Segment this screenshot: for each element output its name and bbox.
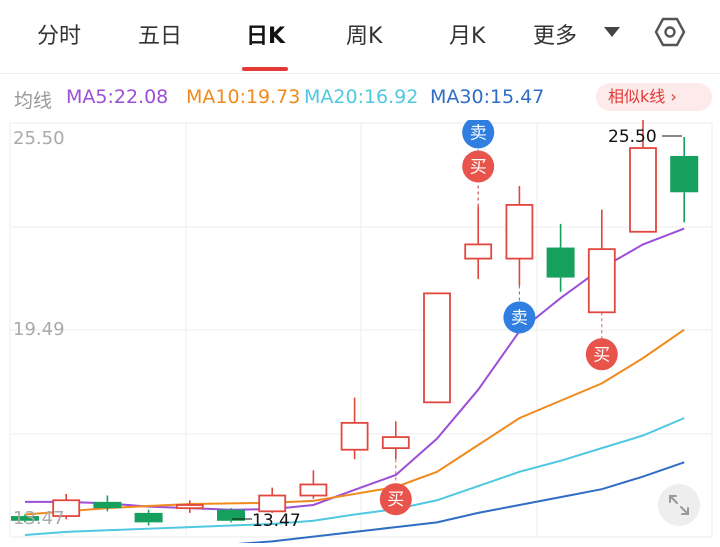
hexagon-settings-icon[interactable] (654, 16, 686, 48)
signal-buy-marker (462, 150, 495, 183)
min-price-label: 13.47 (252, 511, 301, 531)
ma-legend: 均线 MA5:22.08 MA10:19.73 MA20:16.92 MA30:… (0, 84, 720, 112)
candle-body (381, 436, 410, 450)
ma-line-ma10 (24, 328, 685, 516)
tab-five-day[interactable]: 五日 (138, 24, 183, 49)
ma-line-ma5 (25, 227, 685, 511)
period-tabs: 分时 五日 日K 周K 月K 更多 (0, 0, 720, 71)
candle-body (175, 504, 204, 510)
tab-weekly-k[interactable]: 周K (346, 24, 383, 49)
signal-sell-label: 卖 (470, 123, 487, 143)
header-divider (0, 73, 720, 74)
y-tick-label: 25.50 (13, 128, 65, 149)
candle-body (423, 292, 451, 404)
candle-body (505, 204, 534, 260)
candle-body (217, 509, 245, 521)
similar-k-line-button[interactable]: 相似k线 › (596, 83, 712, 111)
candle-body (93, 501, 122, 509)
ma20-value: MA20:16.92 (304, 86, 419, 108)
candle-body (258, 494, 287, 513)
candle-body (340, 421, 369, 451)
candle-body (670, 155, 699, 193)
candle-body (464, 243, 493, 260)
tab-more[interactable]: 更多 (533, 24, 578, 49)
signal-sell-marker (462, 116, 495, 149)
candle-body (629, 147, 657, 233)
signal-buy-label: 买 (387, 490, 404, 510)
ma30-value: MA30:15.47 (430, 86, 545, 108)
signal-buy-marker (585, 338, 618, 371)
candle-body (587, 248, 616, 314)
expand-arrows-icon (669, 495, 689, 515)
tab-monthly-k[interactable]: 月K (449, 24, 486, 49)
signal-sell-label: 卖 (511, 308, 528, 328)
kline-chart[interactable]: 买卖买卖买 25.50 19.49 13.47 25.50 13.47 (0, 108, 720, 547)
candle-body (11, 516, 39, 521)
max-price-label: 25.50 (608, 127, 657, 147)
ma-line-ma30 (185, 461, 685, 547)
candle-body (546, 247, 575, 278)
ma10-value: MA10:19.73 (186, 86, 301, 108)
tab-intraday[interactable]: 分时 (37, 24, 82, 49)
signal-buy-label: 买 (593, 345, 610, 365)
expand-button[interactable] (658, 484, 700, 526)
signal-buy-marker (379, 483, 412, 516)
candle-body (134, 512, 163, 523)
y-tick-label: 13.47 (13, 508, 65, 529)
signal-buy-label: 买 (470, 157, 487, 177)
signal-sell-marker (503, 301, 536, 334)
ma-label: 均线 (14, 90, 53, 112)
candle-body (52, 499, 81, 517)
ma5-value: MA5:22.08 (66, 86, 169, 108)
ma-line-ma20 (24, 417, 685, 537)
active-tab-underline (242, 67, 288, 71)
y-tick-label: 19.49 (13, 319, 65, 340)
caret-down-icon[interactable] (604, 27, 620, 37)
candle-body (299, 483, 328, 497)
tab-daily-k[interactable]: 日K (246, 24, 286, 49)
